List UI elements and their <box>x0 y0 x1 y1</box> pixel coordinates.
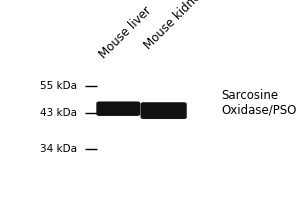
FancyBboxPatch shape <box>140 102 187 119</box>
Text: 34 kDa: 34 kDa <box>40 144 77 154</box>
Text: Mouse liver: Mouse liver <box>97 4 154 61</box>
Text: Sarcosine: Sarcosine <box>221 89 278 102</box>
Text: Oxidase/PSO: Oxidase/PSO <box>221 104 297 117</box>
FancyBboxPatch shape <box>96 101 140 116</box>
Text: 43 kDa: 43 kDa <box>40 108 77 118</box>
Text: 55 kDa: 55 kDa <box>40 81 77 91</box>
Text: Mouse kidney: Mouse kidney <box>142 0 209 52</box>
